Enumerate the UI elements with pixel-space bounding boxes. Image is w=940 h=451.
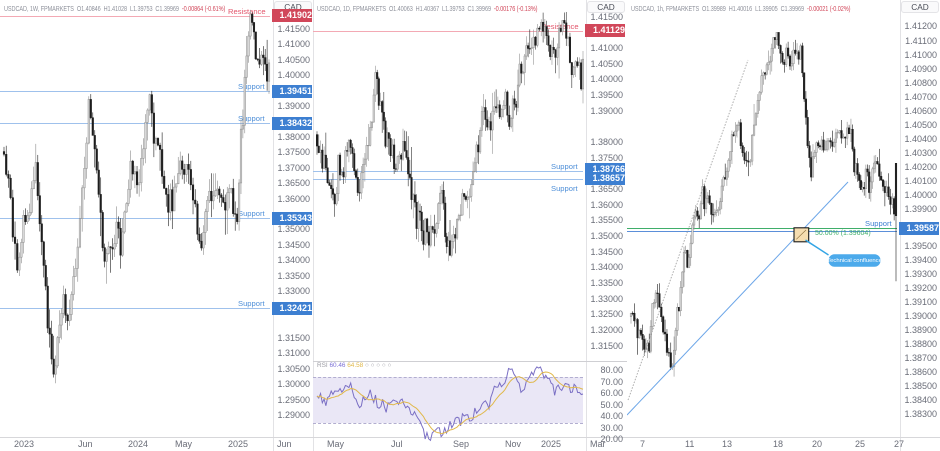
- svg-text:Technical confluence: Technical confluence: [827, 258, 882, 264]
